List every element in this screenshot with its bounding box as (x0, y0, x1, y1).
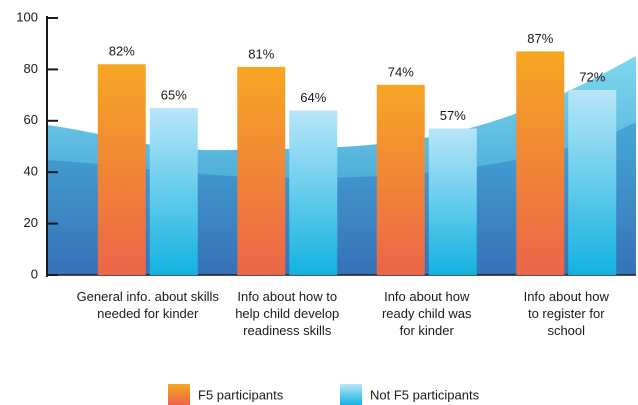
value-label: 82% (109, 44, 135, 59)
bar (568, 90, 616, 275)
bar (98, 64, 146, 275)
y-tick-label: 0 (31, 266, 38, 281)
value-label: 87% (527, 31, 553, 46)
value-label: 81% (248, 46, 274, 61)
y-tick-label: 100 (16, 9, 38, 24)
legend-swatch (168, 384, 190, 405)
bar (237, 67, 285, 275)
bar (289, 111, 337, 275)
y-tick-label: 80 (24, 61, 38, 76)
legend-label: F5 participants (198, 387, 284, 402)
value-label: 64% (300, 90, 326, 105)
y-tick-label: 40 (24, 164, 38, 179)
chart: 0 20 40 60 80 100 General info. about skillsne… (0, 0, 638, 405)
value-label: 72% (579, 69, 605, 84)
value-label: 74% (388, 64, 414, 79)
y-tick-label: 60 (24, 112, 38, 127)
legend-label: Not F5 participants (370, 387, 480, 402)
y-tick-label: 20 (24, 215, 38, 230)
bar (429, 129, 477, 275)
bar (377, 85, 425, 275)
value-label: 57% (440, 108, 466, 123)
bar (516, 51, 564, 275)
legend-swatch (340, 384, 362, 405)
value-label: 65% (161, 87, 187, 102)
bar (150, 108, 198, 275)
